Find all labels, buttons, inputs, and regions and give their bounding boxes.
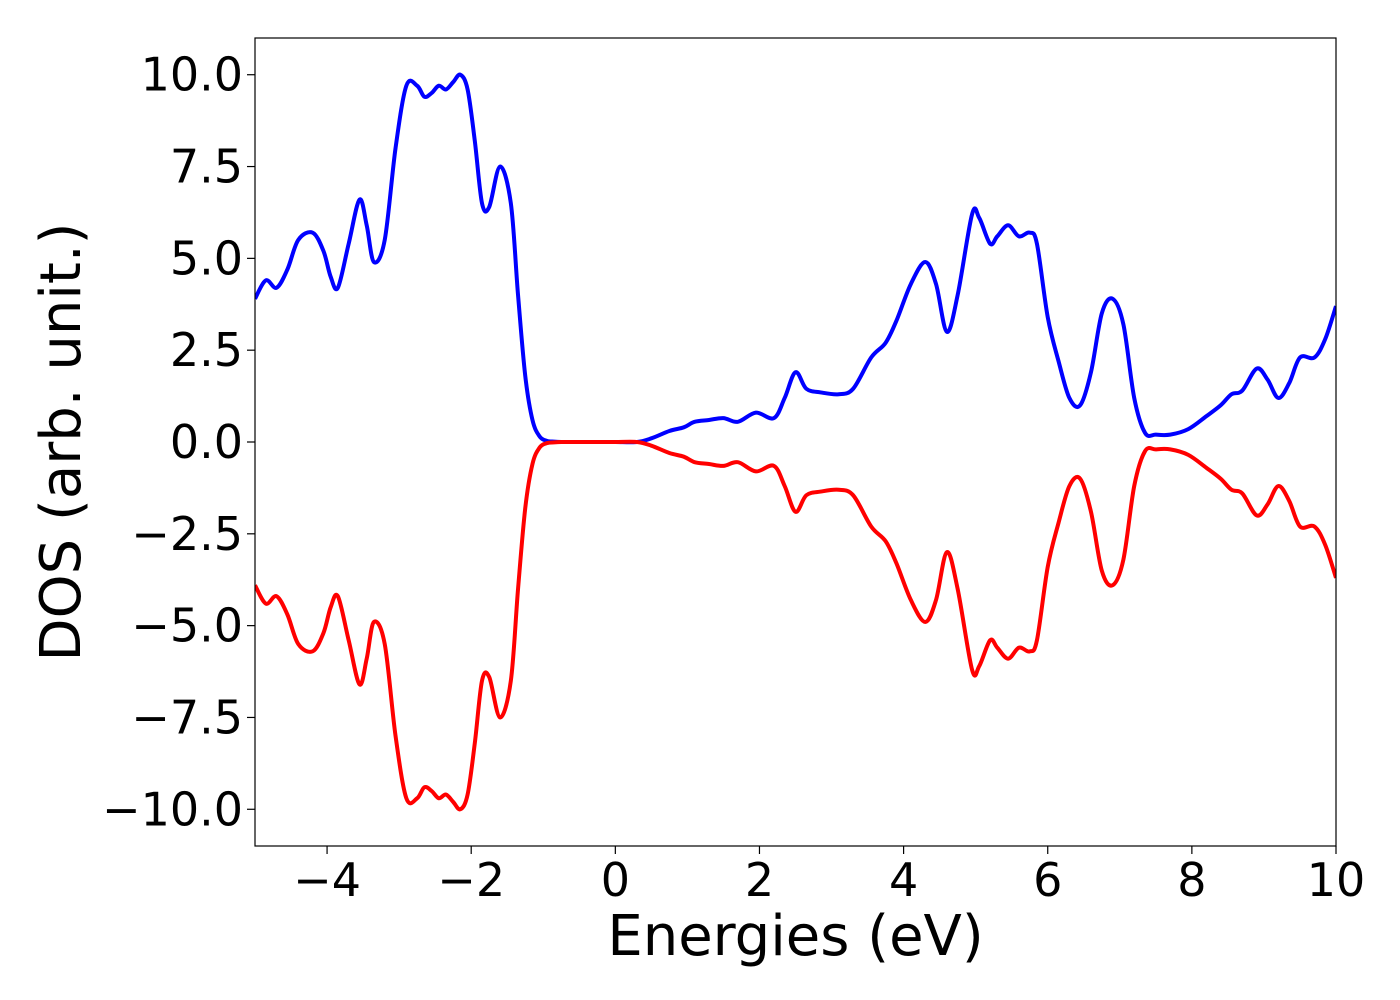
x-ticks: −4 −2 0 2 4 6 8 10 [293, 846, 1365, 907]
y-tick-label: 10.0 [141, 48, 243, 102]
y-tick-label: −5.0 [131, 599, 243, 653]
dos-line-positive [255, 72, 1336, 445]
y-tick-label: −7.5 [131, 690, 243, 744]
y-tick-label: −2.5 [131, 507, 243, 561]
x-axis-title: Energies (eV) [607, 904, 983, 969]
y-tick-label: −10.0 [102, 782, 243, 836]
x-tick-label: −4 [293, 853, 361, 907]
x-tick-label: 0 [601, 853, 630, 907]
plot-frame [254, 37, 1337, 847]
y-tick-label: 0.0 [170, 415, 243, 469]
dos-line-negative [255, 439, 1336, 812]
x-tick-label: 10 [1307, 853, 1366, 907]
y-axis-title: DOS (arb. unit.) [29, 222, 94, 661]
x-tick-label: −2 [437, 853, 505, 907]
y-tick-label: 5.0 [170, 231, 243, 285]
y-ticks: 10.0 7.5 5.0 2.5 0.0 −2.5 −5.0 −7.5 −10.0 [102, 48, 255, 836]
x-tick-label: 8 [1177, 853, 1206, 907]
x-tick-label: 4 [889, 853, 918, 907]
x-tick-label: 6 [1033, 853, 1062, 907]
y-tick-label: 2.5 [170, 323, 243, 377]
x-tick-label: 2 [745, 853, 774, 907]
series-layer [255, 72, 1336, 812]
y-tick-label: 7.5 [170, 140, 243, 194]
